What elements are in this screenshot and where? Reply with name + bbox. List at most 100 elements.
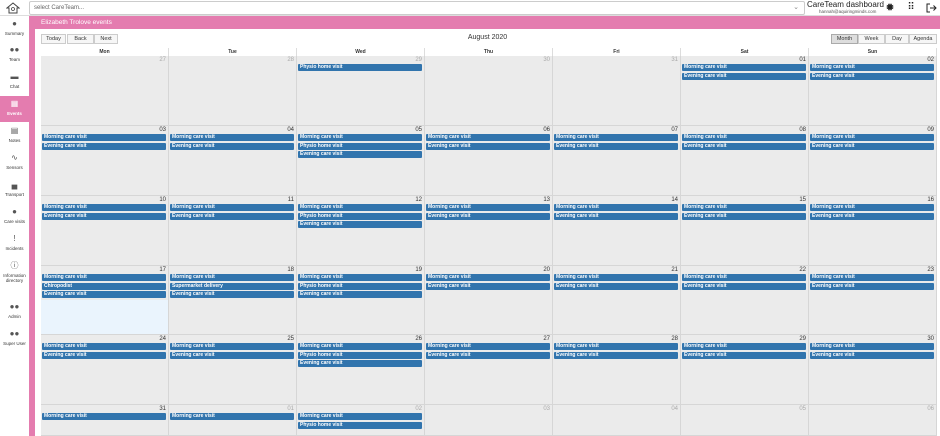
day-number[interactable]: 31: [671, 57, 678, 63]
calendar-event[interactable]: Evening care visit: [554, 351, 678, 359]
view-week-button[interactable]: Week: [858, 34, 885, 44]
day-cell[interactable]: 05: [681, 405, 809, 436]
calendar-event[interactable]: Evening care visit: [682, 212, 806, 220]
calendar-event[interactable]: Morning care visit: [170, 274, 294, 281]
day-number[interactable]: 10: [159, 197, 166, 203]
day-number[interactable]: 02: [927, 57, 934, 63]
day-cell[interactable]: 19 Morning care visit Physio home visit Eve…: [297, 266, 425, 335]
day-cell[interactable]: 17 Morning care visit Chiropodist Evening c…: [41, 266, 169, 335]
calendar-event[interactable]: Evening care visit: [298, 221, 422, 228]
calendar-event[interactable]: Morning care visit: [682, 274, 806, 281]
day-cell[interactable]: 11 Morning care visit Evening care visit: [169, 196, 297, 266]
day-cell[interactable]: 01 Morning care visit Evening care visit: [681, 56, 809, 126]
day-number[interactable]: 05: [799, 406, 806, 412]
calendar-event[interactable]: Morning care visit: [426, 343, 550, 350]
day-cell[interactable]: 28 Morning care visit Evening care visit: [553, 335, 681, 405]
day-cell[interactable]: 26 Morning care visit Physio home visit Eve…: [297, 335, 425, 405]
view-month-button[interactable]: Month: [831, 34, 858, 44]
day-cell[interactable]: 29 Morning care visit Evening care visit: [681, 335, 809, 405]
calendar-event[interactable]: Evening care visit: [810, 72, 934, 80]
calendar-event[interactable]: Evening care visit: [554, 282, 678, 290]
sidebar-item-super-user[interactable]: ●● Super User: [0, 326, 29, 352]
day-number[interactable]: 22: [799, 267, 806, 273]
day-number[interactable]: 02: [415, 406, 422, 412]
calendar-event[interactable]: Evening care visit: [170, 291, 294, 298]
day-cell[interactable]: 07 Morning care visit Evening care visit: [553, 126, 681, 196]
day-number[interactable]: 03: [543, 406, 550, 412]
day-number[interactable]: 06: [927, 406, 934, 412]
day-cell[interactable]: 22 Morning care visit Evening care visit: [681, 266, 809, 335]
day-cell[interactable]: 03: [425, 405, 553, 436]
calendar-event[interactable]: Morning care visit: [426, 274, 550, 281]
day-cell[interactable]: 01 Morning care visit: [169, 405, 297, 436]
day-number[interactable]: 01: [799, 57, 806, 63]
calendar-event[interactable]: Evening care visit: [810, 212, 934, 220]
calendar-event[interactable]: Evening care visit: [554, 142, 678, 150]
day-number[interactable]: 12: [415, 197, 422, 203]
calendar-event[interactable]: Evening care visit: [298, 360, 422, 367]
day-cell[interactable]: 25 Morning care visit Evening care visit: [169, 335, 297, 405]
day-cell[interactable]: 31 Morning care visit: [41, 405, 169, 436]
calendar-event[interactable]: Physio home visit: [298, 142, 422, 150]
calendar-event[interactable]: Morning care visit: [170, 134, 294, 141]
calendar-event[interactable]: Morning care visit: [426, 134, 550, 141]
day-cell[interactable]: 04 Morning care visit Evening care visit: [169, 126, 297, 196]
calendar-event[interactable]: Evening care visit: [810, 351, 934, 359]
sidebar-item-events[interactable]: ▦ Events: [0, 96, 29, 122]
day-number[interactable]: 14: [671, 197, 678, 203]
calendar-event[interactable]: Physio home visit: [298, 212, 422, 220]
calendar-event[interactable]: Morning care visit: [554, 204, 678, 211]
next-button[interactable]: Next: [94, 34, 118, 44]
day-number[interactable]: 30: [543, 57, 550, 63]
day-number[interactable]: 28: [671, 336, 678, 342]
day-cell[interactable]: 31: [553, 56, 681, 126]
day-number[interactable]: 27: [159, 57, 166, 63]
day-number[interactable]: 09: [927, 127, 934, 133]
careteam-select[interactable]: select CareTeam... ⌄: [29, 1, 805, 15]
sidebar-item-summary[interactable]: ● Summary: [0, 16, 29, 42]
calendar-event[interactable]: Evening care visit: [426, 282, 550, 290]
day-number[interactable]: 04: [287, 127, 294, 133]
calendar-event[interactable]: Morning care visit: [810, 274, 934, 281]
calendar-event[interactable]: Evening care visit: [170, 142, 294, 150]
calendar-event[interactable]: Evening care visit: [810, 142, 934, 150]
calendar-event[interactable]: Morning care visit: [810, 204, 934, 211]
calendar-event[interactable]: Evening care visit: [682, 282, 806, 290]
day-number[interactable]: 30: [927, 336, 934, 342]
sidebar-item-information-directory[interactable]: ⓘ Information directory: [0, 258, 29, 296]
day-number[interactable]: 13: [543, 197, 550, 203]
calendar-event[interactable]: Evening care visit: [170, 351, 294, 359]
sidebar-item-team[interactable]: ●● Team: [0, 42, 29, 68]
day-cell[interactable]: 23 Morning care visit Evening care visit: [809, 266, 937, 335]
day-cell[interactable]: 21 Morning care visit Evening care visit: [553, 266, 681, 335]
calendar-event[interactable]: Morning care visit: [42, 343, 166, 350]
calendar-event[interactable]: Morning care visit: [426, 204, 550, 211]
day-cell[interactable]: 14 Morning care visit Evening care visit: [553, 196, 681, 266]
calendar-event[interactable]: Evening care visit: [426, 212, 550, 220]
today-button[interactable]: Today: [41, 34, 66, 44]
calendar-event[interactable]: Evening care visit: [810, 282, 934, 290]
calendar-event[interactable]: Morning care visit: [682, 64, 806, 71]
day-number[interactable]: 25: [287, 336, 294, 342]
sidebar-item-transport[interactable]: ▄ Transport: [0, 177, 29, 203]
calendar-event[interactable]: Chiropodist: [42, 282, 166, 290]
day-number[interactable]: 20: [543, 267, 550, 273]
day-number[interactable]: 01: [287, 406, 294, 412]
calendar-event[interactable]: Evening care visit: [426, 351, 550, 359]
day-number[interactable]: 11: [287, 197, 294, 203]
day-cell[interactable]: 13 Morning care visit Evening care visit: [425, 196, 553, 266]
calendar-event[interactable]: Morning care visit: [810, 134, 934, 141]
calendar-event[interactable]: Morning care visit: [298, 343, 422, 350]
day-number[interactable]: 03: [159, 127, 166, 133]
day-cell[interactable]: 06: [809, 405, 937, 436]
calendar-event[interactable]: Morning care visit: [298, 204, 422, 211]
calendar-event[interactable]: Physio home visit: [298, 64, 422, 71]
calendar-event[interactable]: Evening care visit: [554, 212, 678, 220]
calendar-event[interactable]: Morning care visit: [810, 64, 934, 71]
day-cell[interactable]: 30: [425, 56, 553, 126]
calendar-event[interactable]: Morning care visit: [682, 134, 806, 141]
day-cell[interactable]: 05 Morning care visit Physio home visit Eve…: [297, 126, 425, 196]
calendar-event[interactable]: Morning care visit: [42, 204, 166, 211]
day-number[interactable]: 06: [543, 127, 550, 133]
day-cell[interactable]: 08 Morning care visit Evening care visit: [681, 126, 809, 196]
